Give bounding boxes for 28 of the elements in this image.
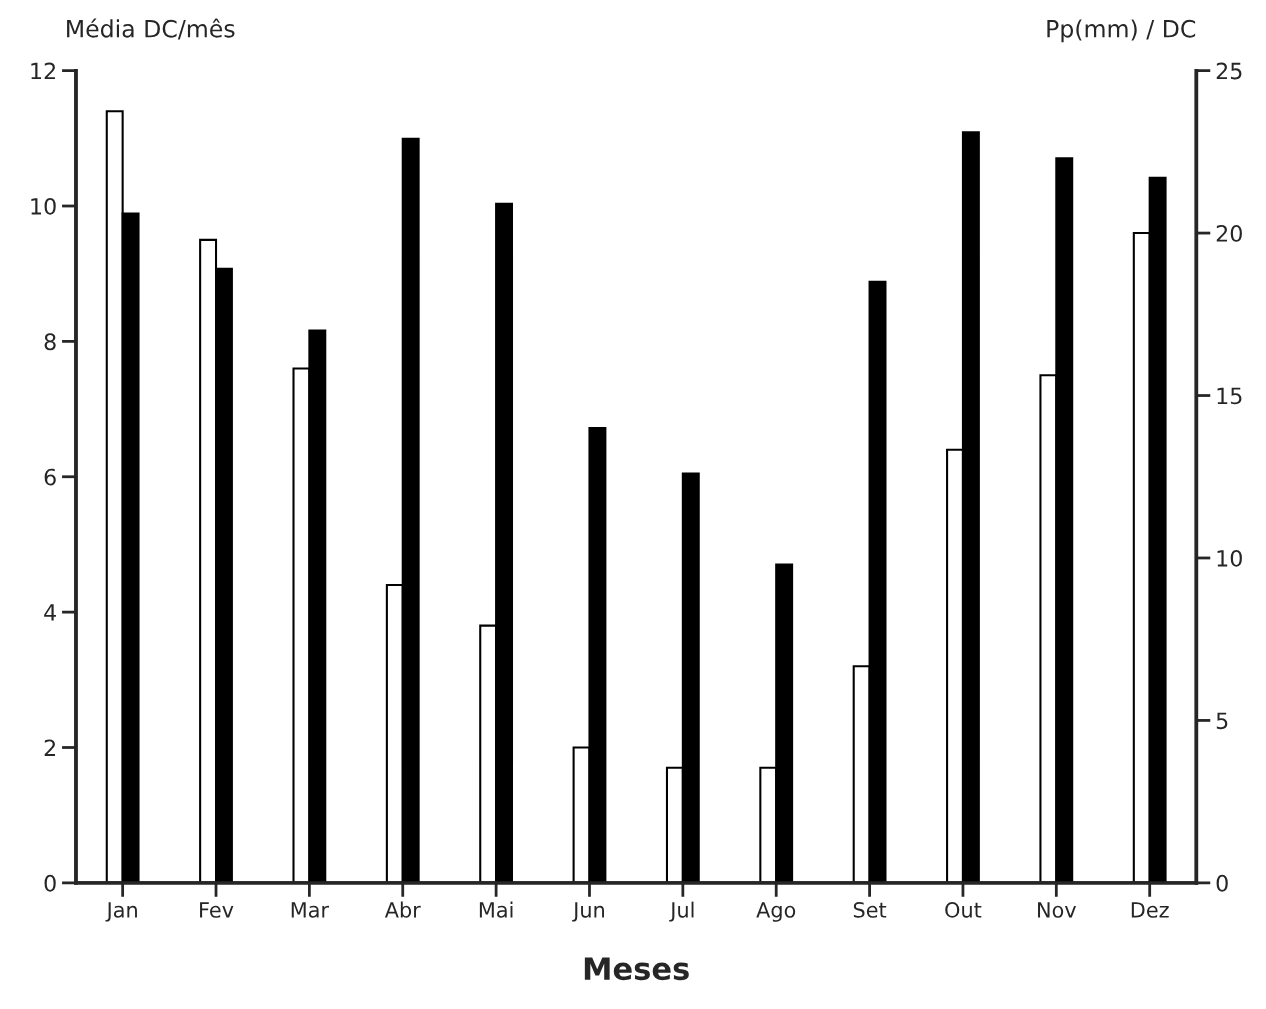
x-tick-label: Out xyxy=(945,901,982,918)
y2-tick-label: 20 xyxy=(1216,225,1242,242)
x-tick-label: Abr xyxy=(384,901,421,918)
x-tick-label: Jun xyxy=(572,902,604,922)
x-tick-label: Nov xyxy=(1038,902,1077,918)
x-tick-label: Set xyxy=(853,901,887,918)
y-axis-title: Média DC/mês xyxy=(67,18,235,40)
y2-tick-label: 25 xyxy=(1216,62,1242,80)
y2-tick-label: 10 xyxy=(1217,549,1242,567)
y2-tick-label: 5 xyxy=(1216,712,1228,730)
x-tick-label: Jul xyxy=(669,901,694,922)
y-tick-label: 2 xyxy=(44,739,55,756)
y-tick-label: 0 xyxy=(44,874,56,892)
y-tick-label: 6 xyxy=(44,468,56,486)
x-tick-label: Dez xyxy=(1131,902,1169,918)
x-tick-label: Mai xyxy=(479,901,513,918)
y-tick-label: 10 xyxy=(31,197,56,215)
y2-tick-label: 0 xyxy=(1216,874,1228,892)
x-tick-label: Fev xyxy=(200,902,234,918)
x-axis-title: Meses xyxy=(584,957,689,981)
y2-tick-label: 15 xyxy=(1217,387,1242,405)
y-tick-label: 12 xyxy=(31,62,55,80)
x-tick-label: Ago xyxy=(756,902,796,922)
y-tick-label: 4 xyxy=(44,604,56,621)
y-tick-label: 8 xyxy=(44,333,56,351)
x-tick-label: Mar xyxy=(291,902,330,918)
y2-axis-title: Pp(mm) / DC xyxy=(1047,19,1196,43)
x-tick-label: Jan xyxy=(105,902,137,922)
